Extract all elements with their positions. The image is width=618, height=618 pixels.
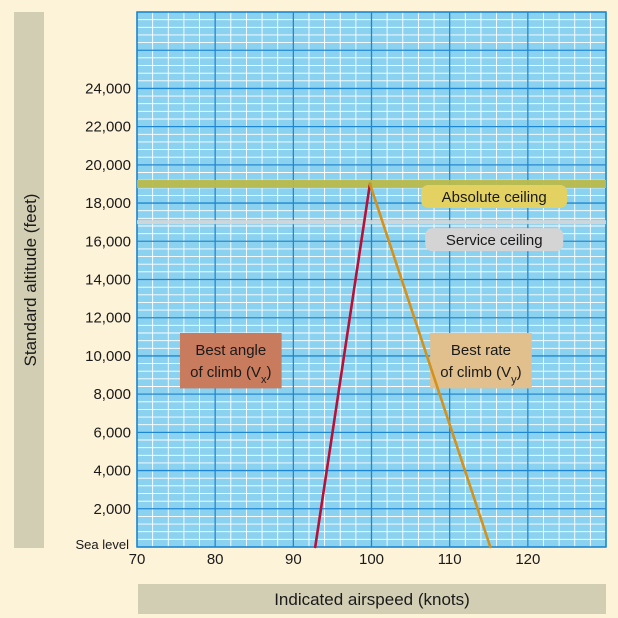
y-tick-label: 24,000: [85, 80, 131, 97]
y-tick-label: 8,000: [93, 386, 131, 403]
y-tick-label: 14,000: [85, 272, 131, 289]
x-tick-label: 100: [359, 551, 384, 568]
y-tick-label: 12,000: [85, 310, 131, 327]
x-tick-label: 90: [285, 551, 302, 568]
y-tick-label: 2,000: [93, 501, 131, 518]
y-tick-label: 22,000: [85, 119, 131, 136]
y-tick-label: 20,000: [85, 157, 131, 174]
y-tick-label: 10,000: [85, 348, 131, 365]
annotation-line1: Best angle: [195, 342, 266, 359]
plot-area: Absolute ceiling Service ceiling Best angl…: [137, 12, 606, 547]
y-tick-label: 18,000: [85, 195, 131, 212]
annotation-line1: Best rate: [451, 342, 511, 359]
x-axis-title: Indicated airspeed (knots): [274, 590, 470, 609]
x-tick-label: 110: [438, 551, 462, 568]
y-axis-title: Standard altitude (feet): [21, 194, 40, 367]
ceiling-band: [137, 220, 606, 224]
y-tick-label: 4,000: [93, 463, 131, 480]
ceiling-label: Absolute ceiling: [442, 189, 547, 206]
y-tick-label: Sea level: [76, 537, 130, 552]
x-tick-label: 120: [515, 551, 540, 568]
y-tick-label: 16,000: [85, 233, 131, 250]
y-tick-label: 6,000: [93, 424, 131, 441]
x-tick-label: 80: [207, 551, 224, 568]
ceiling-label: Service ceiling: [446, 232, 543, 249]
x-tick-label: 70: [129, 551, 146, 568]
